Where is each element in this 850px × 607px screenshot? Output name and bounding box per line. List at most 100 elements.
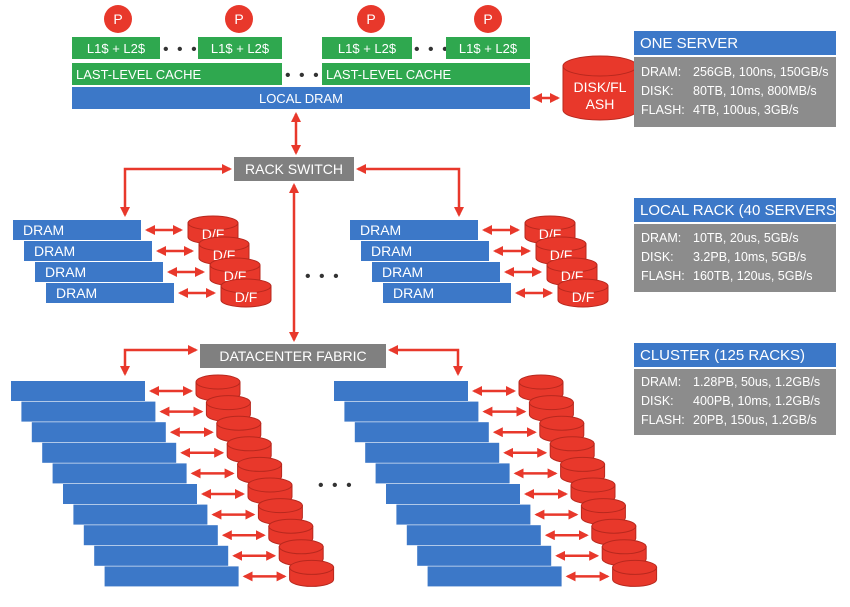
cache-ellipsis-2: • • • [414, 41, 450, 58]
l1-l2-cache-2: L1$ + L2$ [198, 37, 282, 59]
disk-flash-label: D/F [572, 289, 595, 305]
panel-row-value: 400PB, 10ms, 1.2GB/s [693, 394, 820, 408]
last-level-cache-1: LAST-LEVEL CACHE [72, 63, 282, 85]
processor-label: P [113, 11, 122, 27]
panel-one-server: ONE SERVER DRAM: 256GB, 100ns, 150GB/s D… [634, 31, 836, 127]
rack-server: DRAM D/F [13, 215, 239, 245]
dram-label: DRAM [45, 264, 86, 280]
panel-title: CLUSTER (125 RACKS) [640, 347, 805, 364]
processor-1: P [104, 5, 132, 33]
cluster-rack [354, 415, 585, 443]
rack-server: DRAM D/F [372, 257, 598, 287]
disk-flash-label-line2: ASH [586, 96, 615, 112]
local-dram: LOCAL DRAM [72, 87, 530, 109]
switch-rack-left-arrow [120, 164, 232, 217]
panel-cluster: CLUSTER (125 RACKS) DRAM: 1.28PB, 50us, … [634, 343, 836, 435]
llc-ellipsis: • • • [285, 67, 321, 84]
panel-row-value: 20PB, 150us, 1.2GB/s [693, 413, 817, 427]
processor-3: P [357, 5, 385, 33]
disk-flash-cylinder: D/F [220, 278, 272, 308]
processor-4: P [474, 5, 502, 33]
cluster-rack [344, 395, 574, 423]
fabric-cluster-left-arrow [120, 345, 198, 376]
l1-l2-cache-4: L1$ + L2$ [446, 37, 530, 59]
processor-label: P [234, 11, 243, 27]
rack-switch: RACK SWITCH [234, 157, 354, 181]
panel-row-value: 256GB, 100ns, 150GB/s [693, 65, 829, 79]
disk-flash-cylinder [518, 374, 564, 402]
cluster-right [334, 374, 658, 587]
panel-row-value: 1.28PB, 50us, 1.2GB/s [693, 375, 820, 389]
cache-label: L1$ + L2$ [211, 41, 270, 56]
panel-row-key: FLASH: [641, 103, 685, 117]
dram-label: DRAM [371, 243, 412, 259]
dram-label: DRAM [393, 285, 434, 301]
llc-label: LAST-LEVEL CACHE [326, 67, 452, 82]
fabric-cluster-right-arrow [388, 345, 463, 376]
processor-2: P [225, 5, 253, 33]
panel-row-key: DISK: [641, 84, 674, 98]
cluster-rack [52, 456, 283, 484]
rack-switch-label: RACK SWITCH [245, 161, 343, 177]
disk-flash-label-line1: DISK/FL [574, 79, 627, 95]
disk-flash-label: D/F [235, 289, 258, 305]
cluster-ellipsis: • • • [318, 477, 354, 494]
switch-rack-right-arrow [356, 164, 464, 217]
panel-row-key: DRAM: [641, 231, 681, 245]
cluster-rack [42, 436, 272, 464]
dram-label: DRAM [34, 243, 75, 259]
rack-server: DRAM D/F [46, 278, 272, 308]
panel-row-key: FLASH: [641, 413, 685, 427]
panel-title: LOCAL RACK (40 SERVERS) [640, 202, 841, 219]
panel-row-value: 80TB, 10ms, 800MB/s [693, 84, 817, 98]
panel-row-key: DISK: [641, 394, 674, 408]
disk-flash-cylinder: D/F [557, 278, 609, 308]
disk-flash-cylinder [612, 559, 658, 587]
llc-label: LAST-LEVEL CACHE [76, 67, 202, 82]
panel-row-value: 10TB, 20us, 5GB/s [693, 231, 799, 245]
rack-server: DRAM D/F [383, 278, 609, 308]
l1-l2-cache-1: L1$ + L2$ [72, 37, 160, 59]
panel-row-value: 3.2PB, 10ms, 5GB/s [693, 250, 806, 264]
rack-server: DRAM D/F [361, 236, 587, 266]
disk-flash-cylinder [289, 559, 335, 587]
panel-row-key: DISK: [641, 250, 674, 264]
cluster-rack [334, 374, 564, 402]
datacenter-fabric: DATACENTER FABRIC [200, 344, 386, 368]
cluster-left [11, 374, 335, 587]
disk-flash-cylinder: D/F [546, 257, 598, 287]
dram-label: DRAM [23, 222, 64, 238]
cluster-rack [104, 559, 335, 587]
rack-server: DRAM D/F [350, 215, 576, 245]
panel-local-rack: LOCAL RACK (40 SERVERS) DRAM: 10TB, 20us… [634, 198, 841, 292]
cluster-rack [375, 456, 606, 484]
panel-row-value: 160TB, 120us, 5GB/s [693, 269, 813, 283]
datacenter-fabric-label: DATACENTER FABRIC [219, 348, 366, 364]
rack-ellipsis: • • • [305, 268, 341, 285]
cache-label: L1$ + L2$ [338, 41, 397, 56]
panel-title: ONE SERVER [640, 35, 738, 52]
processor-label: P [366, 11, 375, 27]
last-level-cache-2: LAST-LEVEL CACHE [322, 63, 530, 85]
panel-row-key: FLASH: [641, 269, 685, 283]
server-block: P P P P L1$ + L2$ • • • L1$ + L2$ L1$ + … [72, 5, 638, 121]
panel-row-key: DRAM: [641, 65, 681, 79]
local-dram-label: LOCAL DRAM [259, 91, 343, 106]
disk-flash-cylinder [257, 498, 303, 526]
cache-label: L1$ + L2$ [459, 41, 518, 56]
cluster-rack [11, 374, 241, 402]
panel-row-key: DRAM: [641, 375, 681, 389]
panel-row-value: 4TB, 100us, 3GB/s [693, 103, 799, 117]
rack-server: DRAM D/F [35, 257, 261, 287]
disk-flash-cylinder [237, 456, 283, 484]
disk-flash-cylinder: DISK/FL ASH [562, 55, 638, 121]
dram-label: DRAM [56, 285, 97, 301]
processor-label: P [483, 11, 492, 27]
dram-label: DRAM [382, 264, 423, 280]
dram-label: DRAM [360, 222, 401, 238]
cluster-rack [83, 518, 314, 546]
cluster-rack [417, 539, 647, 567]
